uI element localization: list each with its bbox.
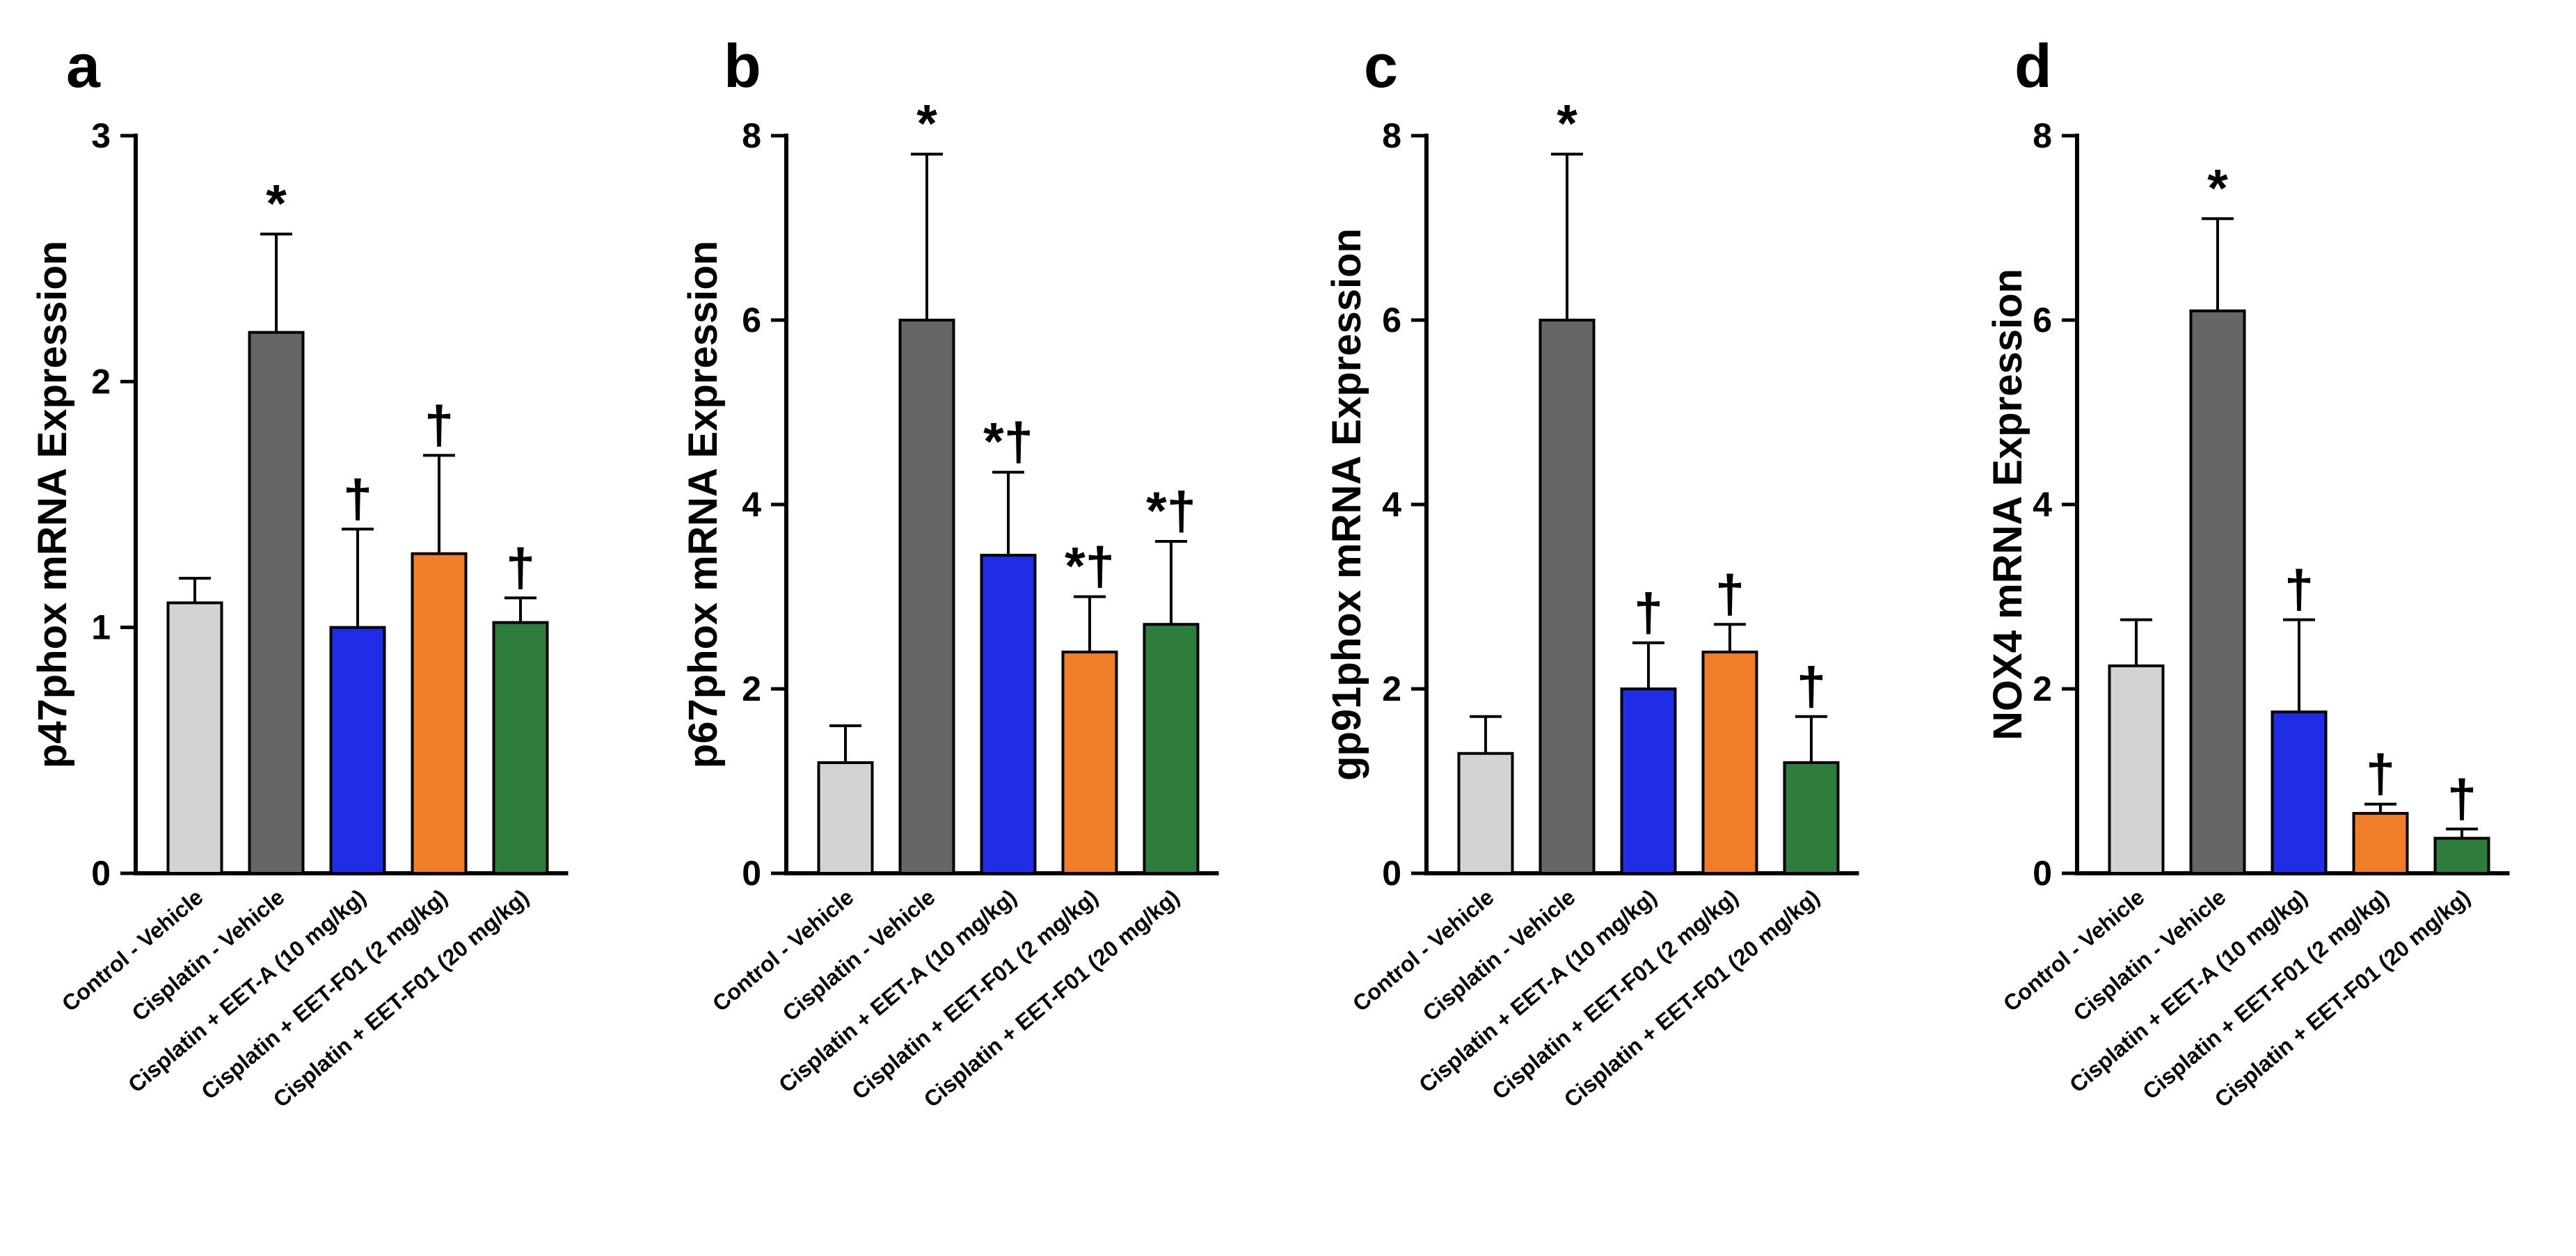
- significance-label: †: [1634, 583, 1663, 642]
- bar: [898, 319, 955, 875]
- significance-label: †: [2447, 769, 2476, 828]
- x-tick-label: Control - Vehicle: [1998, 884, 2149, 1017]
- chart-panel-c: c gp91phox mRNA Expression 0 2 4 6 8 Control - …: [1324, 31, 1859, 1112]
- x-tick-label: Control - Vehicle: [708, 884, 859, 1017]
- y-tick-label: 4: [742, 485, 761, 524]
- significance-label: †: [343, 469, 372, 528]
- y-tick-label: 4: [1382, 485, 1401, 524]
- bar: [1701, 651, 1758, 875]
- y-tick-label: 1: [91, 608, 111, 647]
- bar: [1143, 623, 1200, 875]
- y-tick-label: 4: [2033, 485, 2052, 524]
- significance-label: †: [506, 538, 535, 597]
- bar: [1620, 687, 1677, 875]
- y-tick-label: 8: [2033, 116, 2052, 155]
- significance-label: *: [266, 174, 287, 233]
- x-tick-label: Cisplatin - Vehicle: [1418, 884, 1580, 1026]
- bar: [2189, 309, 2246, 875]
- y-tick-label: 0: [1382, 854, 1401, 893]
- y-tick-label: 2: [1382, 669, 1401, 708]
- panel-letter: a: [66, 31, 101, 100]
- significance-label: *†: [1065, 537, 1115, 596]
- bar: [248, 331, 305, 875]
- x-tick-label: Cisplatin - Vehicle: [778, 884, 940, 1026]
- y-tick-label: 3: [91, 116, 111, 155]
- bar: [411, 552, 468, 875]
- y-axis-title: p47phox mRNA Expression: [30, 241, 75, 768]
- y-axis-title: NOX4 mRNA Expression: [1985, 269, 2030, 740]
- bar: [329, 626, 386, 875]
- y-tick-label: 2: [742, 669, 761, 708]
- bar: [2352, 811, 2409, 875]
- y-tick-label: 0: [91, 854, 111, 893]
- panel-letter: d: [2014, 31, 2052, 100]
- bar: [1539, 319, 1596, 875]
- chart-panel-a: a p47phox mRNA Expression 0 1 2 3 Control - Ve…: [30, 31, 569, 1112]
- x-tick-label: Cisplatin - Vehicle: [2069, 884, 2231, 1026]
- y-tick-label: 8: [1382, 116, 1401, 155]
- significance-label: †: [1715, 564, 1744, 623]
- x-tick-label: Cisplatin - Vehicle: [127, 884, 289, 1026]
- y-tick-label: 2: [2033, 669, 2052, 708]
- panel-letter: c: [1364, 31, 1398, 100]
- bar: [1783, 761, 1840, 875]
- bar: [492, 621, 549, 875]
- chart-panel-d: d NOX4 mRNA Expression 0 2 4 6 8 Control - Vehi…: [1985, 31, 2510, 1112]
- bar: [1061, 651, 1118, 875]
- y-tick-label: 0: [2033, 854, 2052, 893]
- y-tick-label: 0: [742, 854, 761, 893]
- bar: [980, 553, 1037, 875]
- panel-letter: b: [724, 31, 761, 100]
- significance-label: †: [2366, 745, 2395, 804]
- x-tick-label: Control - Vehicle: [1348, 884, 1499, 1017]
- bar: [166, 601, 223, 875]
- significance-label: †: [424, 395, 454, 454]
- y-axis-title: gp91phox mRNA Expression: [1324, 228, 1369, 781]
- y-axis-title: p67phox mRNA Expression: [681, 241, 726, 768]
- bar: [2271, 710, 2328, 875]
- x-tick-label: Control - Vehicle: [57, 884, 208, 1017]
- significance-label: †: [1797, 657, 1826, 716]
- chart-panel-b: b p67phox mRNA Expression 0 2 4 6 8 Control - V…: [681, 31, 1219, 1112]
- y-tick-label: 8: [742, 116, 761, 155]
- y-tick-label: 6: [742, 301, 761, 340]
- y-tick-label: 2: [91, 362, 111, 401]
- significance-label: *: [1557, 95, 1577, 154]
- significance-label: *: [916, 95, 937, 154]
- significance-label: *†: [983, 413, 1033, 472]
- bar: [1457, 752, 1514, 875]
- significance-label: *†: [1146, 482, 1196, 541]
- significance-label: *: [2207, 159, 2228, 218]
- bar: [2108, 664, 2165, 875]
- bar: [2433, 836, 2490, 875]
- y-tick-label: 6: [1382, 301, 1401, 340]
- bar: [817, 761, 874, 875]
- y-tick-label: 6: [2033, 301, 2052, 340]
- significance-label: †: [2284, 560, 2314, 619]
